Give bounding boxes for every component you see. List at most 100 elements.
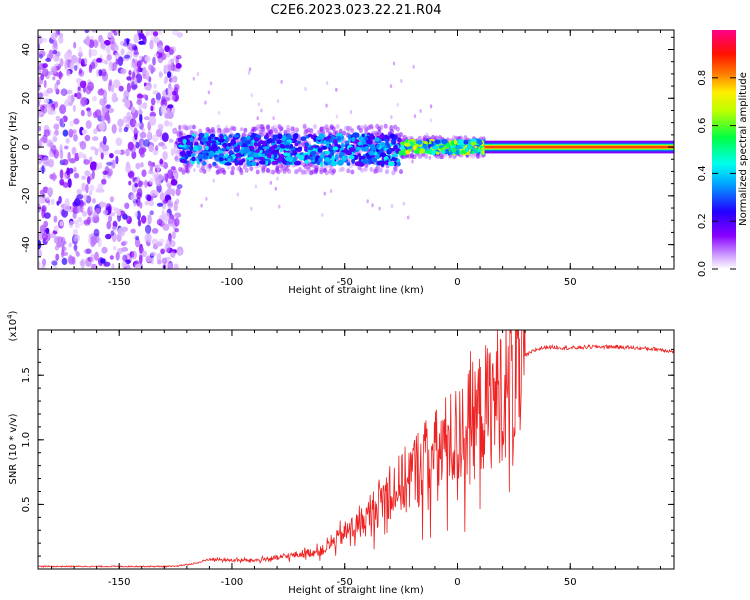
heatmap-cell [77,86,81,91]
heatmap-cell [397,161,401,167]
heatmap-cell [224,162,232,166]
heatmap-cell [175,63,182,69]
heatmap-cell [361,147,369,152]
heatmap-cell [105,45,111,55]
heatmap-cell [158,71,163,79]
heatmap-cell [236,192,239,197]
heatmap-cell [204,100,207,105]
heatmap-cell [111,30,115,33]
heatmap-cell [157,123,164,129]
heatmap-cell [136,93,144,99]
heatmap-cell [400,144,405,150]
heatmap-cell [78,152,84,159]
heatmap-cell [272,116,275,121]
heatmap-cell [64,145,69,150]
heatmap-cell [364,162,369,168]
heatmap-cell [218,110,221,115]
heatmap-cell [50,109,57,115]
heatmap-cell [74,65,78,71]
heatmap-cell [243,127,248,133]
heatmap-cell [43,212,51,219]
heatmap-cell [157,44,164,54]
heatmap-cell [335,114,339,119]
heatmap-cell [218,169,223,175]
heatmap-cell [172,95,176,101]
heatmap-cell [38,43,41,51]
heatmap-cell [69,220,74,229]
heatmap-cell [128,70,132,76]
heatmap-cell [135,162,141,170]
heatmap-cell [369,167,374,172]
heatmap-cell [363,124,368,130]
heatmap-cell [217,138,225,143]
heatmap-cell [81,175,86,180]
heatmap-cell [94,109,102,118]
heatmap-cell [432,150,436,156]
heatmap-cell [202,161,207,166]
heatmap-cell [187,164,192,170]
heatmap-cell [393,167,398,173]
heatmap-cell [79,80,87,89]
figure-title: C2E6.2023.023.22.21.R04 [270,3,441,18]
heatmap-cell [236,166,240,172]
heatmap-cell [109,36,115,45]
heatmap-cell [286,134,292,141]
heatmap-cell [419,109,422,113]
heatmap-cell [254,184,258,189]
heatmap-cell [79,260,85,266]
heatmap-cell [143,139,150,147]
heatmap-cell [59,178,65,186]
heatmap-cell [378,206,381,211]
heatmap-cell [137,219,142,227]
heatmap-cell [93,128,98,135]
heatmap-cell [253,141,258,147]
heatmap-cell [67,151,71,162]
heatmap-cell [255,149,260,154]
heatmap-cell [335,87,338,92]
heatmap-cell [117,211,121,216]
heatmap-cell [162,91,167,97]
heatmap-cell [155,180,162,187]
heatmap-cell [304,86,307,91]
heatmap-cell [38,92,44,99]
heatmap-cell [428,155,432,160]
heatmap-cell [83,159,91,165]
heatmap-cell [434,139,441,144]
heatmap-cell [156,202,164,207]
heatmap-cell [350,169,355,175]
heatmap-cell [260,108,263,113]
heatmap-cell [276,99,280,104]
heatmap-cell [73,172,80,179]
heatmap-cell [380,152,387,158]
heatmap-cell [172,127,178,134]
heatmap-cell [99,88,104,93]
heatmap-cell [66,70,71,77]
heatmap-cell [152,134,159,143]
heatmap-cell [381,142,386,148]
heatmap-cell [157,259,162,265]
heatmap-cell [246,135,251,140]
heatmap-cell [265,133,269,138]
heatmap-cell [111,263,115,269]
heatmap-cell [391,156,396,161]
heatmap-cell [352,132,359,139]
heatmap-cell [139,113,143,123]
heatmap-cell [153,83,157,89]
heatmap-cell [227,142,232,147]
heatmap-cell [171,231,176,240]
heatmap-cell [191,156,196,162]
heatmap-cell [415,143,419,148]
x-tick-label: -50 [337,577,353,588]
heatmap-cell [321,126,326,132]
heatmap-cell [100,202,107,207]
heatmap-cell [114,149,122,155]
heatmap-cell [139,201,143,209]
heatmap-cell [41,165,45,175]
heatmap-cell [435,151,440,155]
heatmap-cell [257,102,260,107]
heatmap-cell [427,144,432,148]
heatmap-cell [434,135,439,141]
heatmap-cell [89,184,95,191]
heatmap-cell [187,151,192,157]
heatmap-cell [135,263,141,269]
